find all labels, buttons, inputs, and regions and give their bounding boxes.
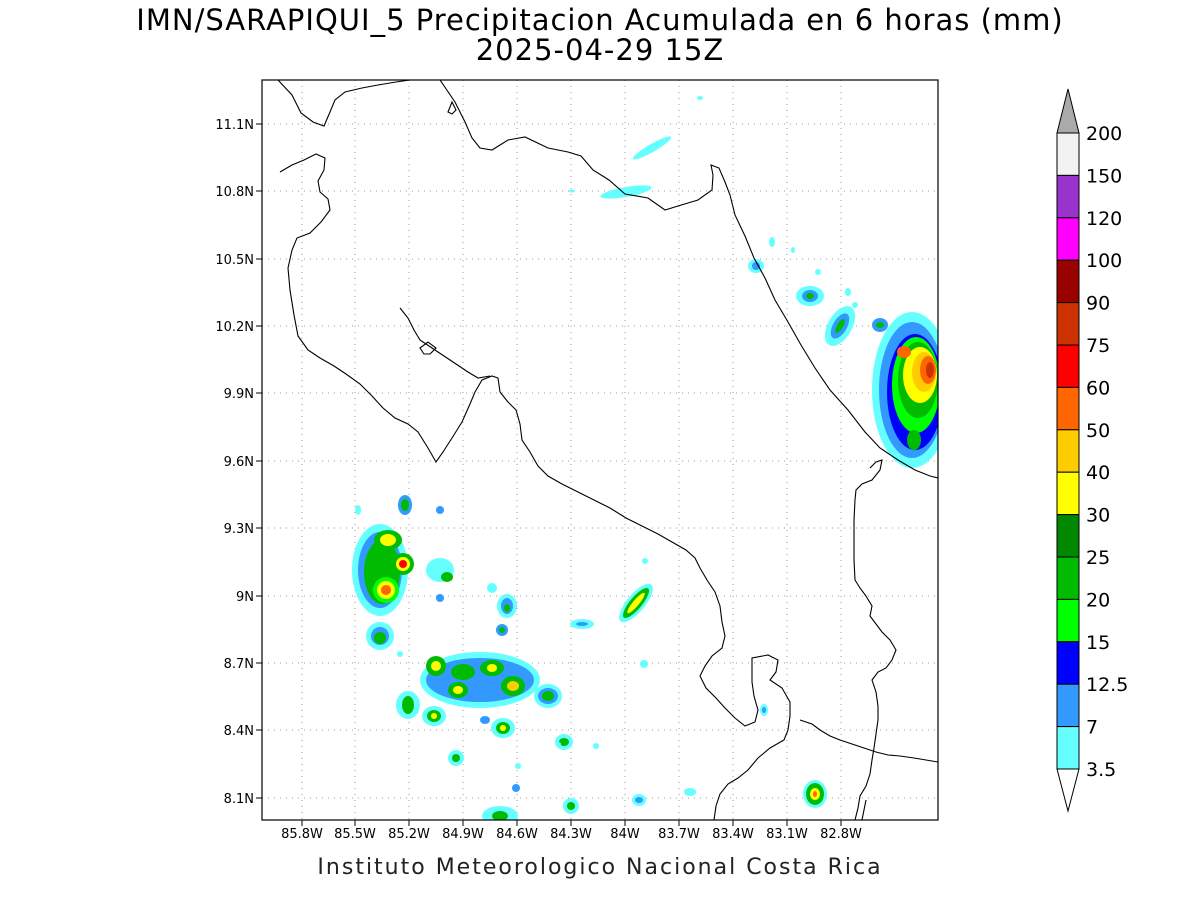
- lat-label: 10.2N: [215, 320, 254, 335]
- lat-label: 8.7N: [224, 657, 254, 672]
- colorbar-label: 200: [1086, 123, 1122, 145]
- lat-label: 8.4N: [224, 724, 254, 739]
- lat-ticks: [256, 123, 262, 799]
- lat-label: 10.8N: [215, 185, 254, 200]
- lat-label: 9.6N: [224, 455, 254, 470]
- colorbar-swatch: [1056, 217, 1080, 261]
- border-costa-rica-panama: [861, 799, 867, 820]
- colorbar-label: 150: [1086, 165, 1122, 187]
- lat-label: 11.1N: [215, 118, 254, 133]
- island-lake: [419, 341, 437, 355]
- lon-label: 84.3W: [550, 827, 592, 842]
- border-nicaragua: [399, 307, 491, 379]
- longitude-axis: 85.8W 85.5W 85.2W 84.9W 84.6W 84.3W 84W …: [281, 827, 862, 842]
- colorbar-swatch: [1056, 259, 1080, 304]
- colorbar-label: 120: [1086, 208, 1122, 230]
- precip-cell-pacific-sw: [352, 495, 454, 657]
- colorbar-label: 25: [1086, 547, 1110, 569]
- map-frame: [262, 80, 938, 820]
- lon-label: 85.5W: [334, 827, 376, 842]
- colorbar-label: 15: [1086, 632, 1110, 654]
- lat-label: 9N: [236, 590, 254, 605]
- colorbar-swatch: [1056, 471, 1080, 516]
- lat-label: 8.1N: [224, 792, 254, 807]
- colorbar-swatch: [1056, 683, 1080, 728]
- colorbar-label: 3.5: [1086, 759, 1116, 781]
- lon-label: 83.1W: [766, 827, 808, 842]
- colorbar-swatch: [1056, 132, 1080, 176]
- lon-label: 84.6W: [496, 827, 538, 842]
- lon-label: 83.7W: [658, 827, 700, 842]
- colorbar-under-arrow: [1056, 768, 1080, 813]
- lon-ticks: [301, 820, 842, 826]
- lat-label: 9.3N: [224, 522, 254, 537]
- colorbar-label: 12.5: [1086, 674, 1128, 696]
- lon-label: 85.8W: [281, 827, 323, 842]
- colorbar-swatch: [1056, 386, 1080, 431]
- colorbar-label: 7: [1086, 717, 1098, 739]
- colorbar-label: 75: [1086, 335, 1110, 357]
- coastline-osa-peninsula: [799, 719, 938, 763]
- footer-credit: Instituto Meteorologico Nacional Costa R…: [317, 855, 883, 880]
- colorbar-legend: 200 150 120 100 90 75 60 50 40 30 25 20 15 12.5 7 3.5: [1056, 88, 1128, 813]
- colorbar-label: 30: [1086, 505, 1110, 527]
- precipitation-fields: [352, 96, 938, 820]
- colorbar-swatch: [1056, 429, 1080, 473]
- precip-cell-osa-offshore: [396, 583, 599, 820]
- latitude-axis: 11.1N 10.8N 10.5N 10.2N 9.9N 9.6N 9.3N 9…: [215, 118, 254, 807]
- coastline-burica: [853, 459, 897, 820]
- coastlines: [277, 80, 938, 820]
- colorbar-label: 20: [1086, 589, 1110, 611]
- lat-label: 10.5N: [215, 253, 254, 268]
- lon-label: 85.2W: [388, 827, 430, 842]
- coastline-lake-nicaragua: [439, 80, 938, 479]
- lon-label: 82.8W: [820, 827, 862, 842]
- precip-cell-south-central: [570, 558, 827, 808]
- colorbar-label: 40: [1086, 462, 1110, 484]
- colorbar-swatch: [1056, 641, 1080, 685]
- colorbar-swatch: [1056, 302, 1080, 346]
- map-subtitle: 2025-04-29 15Z: [475, 33, 725, 67]
- colorbar-label: 50: [1086, 420, 1110, 442]
- coastline-nicaragua-north: [277, 80, 411, 127]
- colorbar-swatch: [1056, 598, 1080, 643]
- colorbar-swatch: [1056, 174, 1080, 219]
- lon-label: 84W: [610, 827, 640, 842]
- map-title: IMN/SARAPIQUI_5 Precipitacion Acumulada …: [136, 3, 1064, 37]
- colorbar-label: 90: [1086, 293, 1110, 315]
- lon-label: 83.4W: [712, 827, 754, 842]
- lat-label: 9.9N: [224, 387, 254, 402]
- colorbar-over-arrow: [1056, 88, 1080, 134]
- colorbar-label: 100: [1086, 250, 1122, 272]
- precip-cell-caribbean: [872, 312, 938, 468]
- colorbar-swatch: [1056, 344, 1080, 388]
- coastline-pacific: [279, 153, 791, 820]
- colorbar-swatch: [1056, 514, 1080, 558]
- island-north: [447, 100, 457, 115]
- colorbar-swatch: [1056, 556, 1080, 600]
- colorbar-label: 60: [1086, 377, 1110, 399]
- colorbar-swatch: [1056, 726, 1080, 770]
- lon-label: 84.9W: [442, 827, 484, 842]
